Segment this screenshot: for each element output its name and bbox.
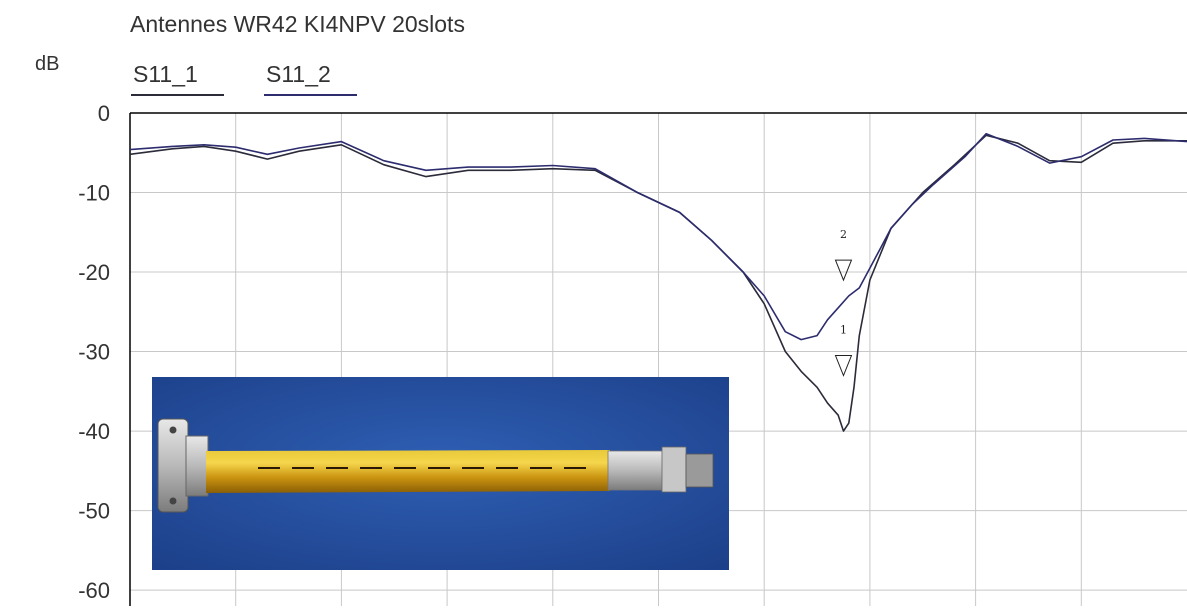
waveguide-end-section xyxy=(607,450,665,491)
end-tip xyxy=(685,453,714,488)
y-tick-label-3: -30 xyxy=(78,340,110,365)
marker-triangle-1 xyxy=(834,355,853,377)
antenna-photo xyxy=(152,377,729,570)
chart-title: Antennes WR42 KI4NPV 20slots xyxy=(130,11,465,37)
marker-triangle-2 xyxy=(834,259,853,282)
plot-frame xyxy=(129,112,1187,606)
y-tick-label-1: -10 xyxy=(78,181,110,206)
markers: 21 xyxy=(834,228,853,377)
flange-neck xyxy=(185,435,209,497)
grid-lines xyxy=(130,113,1187,606)
y-tick-label-6: -60 xyxy=(78,578,110,603)
y-tick-label-5: -50 xyxy=(78,499,110,524)
y-tick-labels: 0 -10 -20 -30 -40 -50 -60 xyxy=(78,101,110,603)
series-line-s11-2 xyxy=(129,132,1187,341)
legend-label-s11-1: S11_1 xyxy=(133,61,198,87)
marker-label-2: 2 xyxy=(840,228,847,241)
flange-bolt-bottom xyxy=(169,497,177,505)
flange-bolt-top xyxy=(169,426,177,434)
y-tick-label-4: -40 xyxy=(78,419,110,444)
y-tick-label-2: -20 xyxy=(78,260,110,285)
y-tick-label-0: 0 xyxy=(98,101,110,126)
legend-label-s11-2: S11_2 xyxy=(266,61,331,87)
marker-label-1: 1 xyxy=(840,324,847,337)
series-lines xyxy=(129,132,1187,432)
legend: S11_1 S11_2 xyxy=(131,61,357,96)
end-cap xyxy=(661,446,687,493)
waveguide-body xyxy=(206,450,610,493)
y-axis-unit: dB xyxy=(35,53,59,75)
